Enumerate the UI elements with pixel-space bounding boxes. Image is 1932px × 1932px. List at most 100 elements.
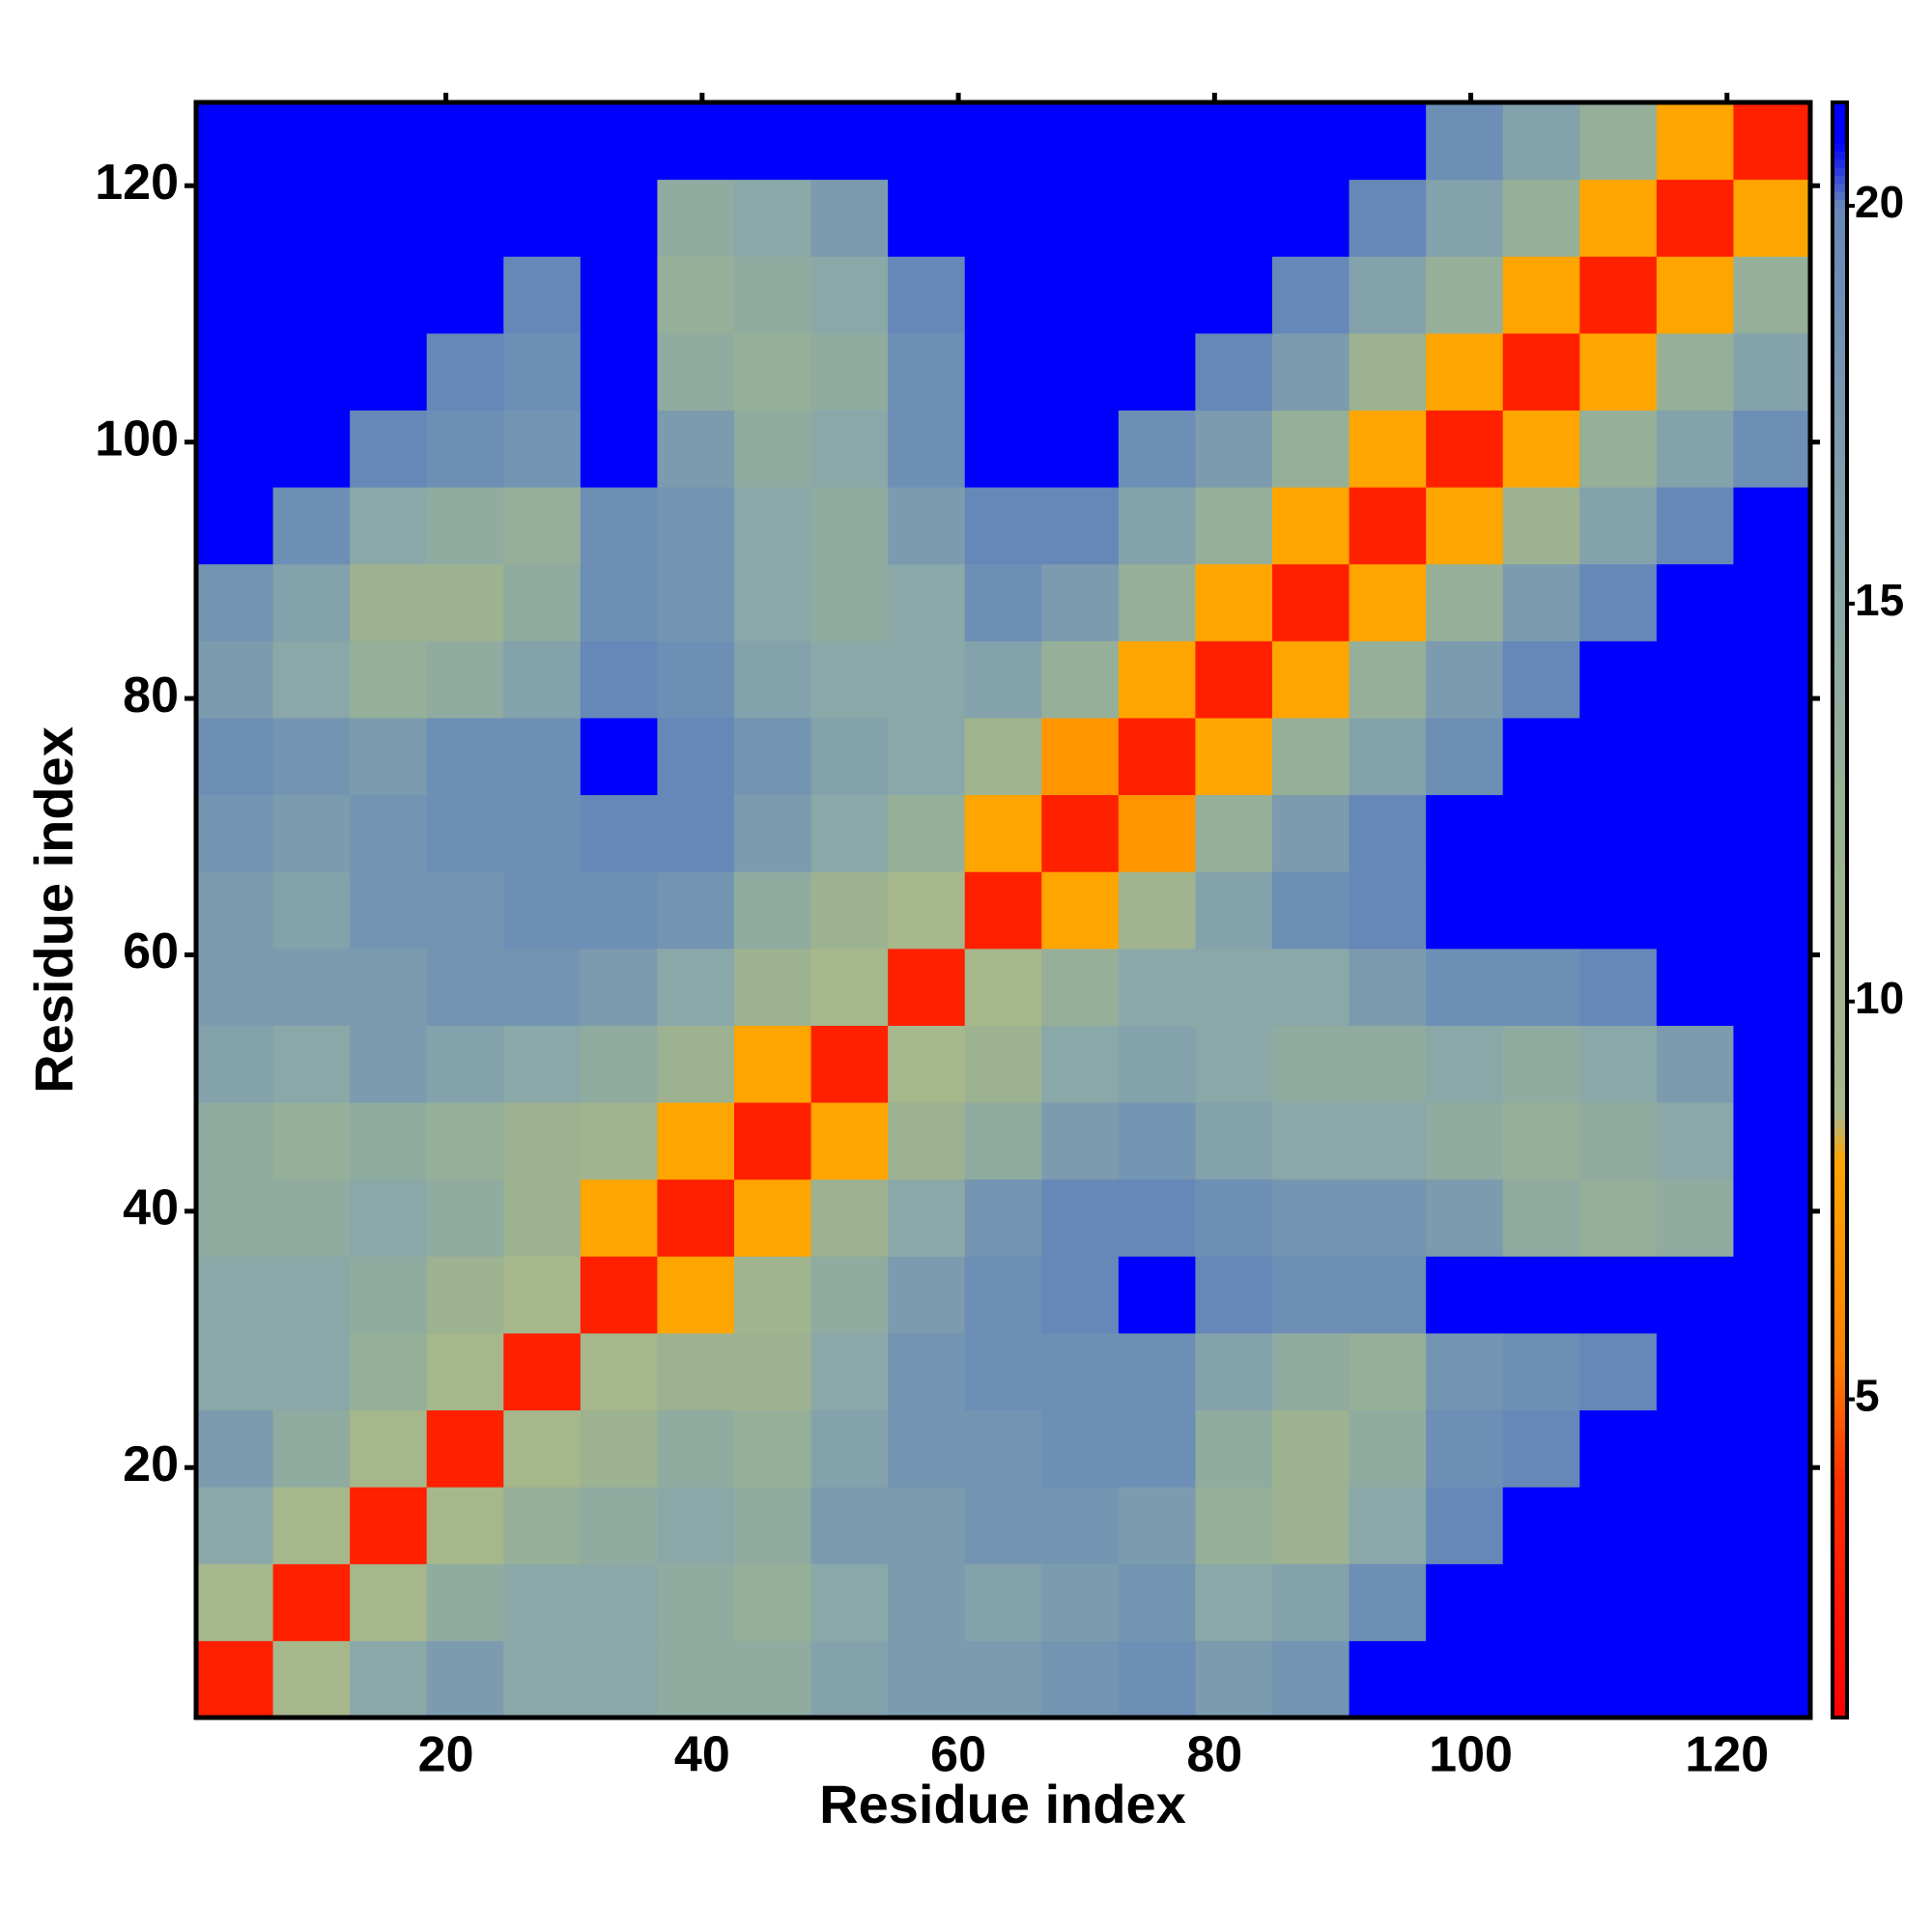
heatmap-cell bbox=[196, 410, 274, 488]
heatmap-cell bbox=[1502, 102, 1580, 181]
heatmap-cell bbox=[580, 871, 658, 950]
colorbar-step bbox=[1833, 1378, 1847, 1387]
colorbar-step bbox=[1833, 328, 1847, 338]
heatmap-cell bbox=[1502, 179, 1580, 257]
heatmap-cell bbox=[657, 1332, 735, 1411]
heatmap-cell bbox=[657, 487, 735, 565]
heatmap-cell bbox=[1041, 1179, 1120, 1257]
colorbar-step bbox=[1833, 190, 1847, 200]
plot-frame bbox=[193, 99, 1813, 1720]
colorbar-step bbox=[1833, 433, 1847, 442]
heatmap-cell bbox=[350, 1102, 428, 1180]
heatmap-cell bbox=[888, 1332, 966, 1411]
colorbar-step bbox=[1833, 497, 1847, 507]
heatmap-cell bbox=[1502, 410, 1580, 488]
heatmap-cell bbox=[888, 1409, 966, 1488]
heatmap-cell bbox=[580, 563, 658, 641]
heatmap-cell bbox=[1579, 948, 1658, 1026]
colorbar-step bbox=[1833, 1435, 1847, 1444]
heatmap-cell bbox=[426, 948, 504, 1026]
heatmap-cell bbox=[1272, 1025, 1350, 1103]
heatmap-cell bbox=[1349, 1487, 1427, 1565]
colorbar-step bbox=[1833, 699, 1847, 709]
heatmap-cell bbox=[810, 1332, 889, 1411]
colorbar-step bbox=[1833, 570, 1847, 580]
heatmap-cell bbox=[426, 332, 504, 411]
heatmap-cell bbox=[1195, 948, 1273, 1026]
colorbar-step bbox=[1833, 1257, 1847, 1266]
colorbar-step bbox=[1833, 1047, 1847, 1057]
heatmap-cell bbox=[1195, 1332, 1273, 1411]
heatmap-cell bbox=[503, 332, 582, 411]
heatmap-cell bbox=[1656, 1179, 1734, 1257]
heatmap-cell bbox=[1195, 179, 1273, 257]
heatmap-cell bbox=[1041, 640, 1120, 719]
heatmap-cell bbox=[196, 640, 274, 719]
colorbar-step bbox=[1833, 449, 1847, 459]
heatmap-cell bbox=[964, 871, 1042, 950]
heatmap-cell bbox=[426, 1025, 504, 1103]
heatmap-cell bbox=[272, 332, 351, 411]
heatmap-cell bbox=[196, 871, 274, 950]
colorbar-step bbox=[1833, 708, 1847, 717]
colorbar-step bbox=[1833, 934, 1847, 944]
heatmap-cell bbox=[1579, 640, 1658, 719]
x-tick-label: 60 bbox=[930, 1727, 986, 1783]
heatmap-cell bbox=[426, 1256, 504, 1334]
colorbar-step bbox=[1833, 538, 1847, 548]
colorbar-step bbox=[1833, 1459, 1847, 1468]
heatmap-cell bbox=[964, 717, 1042, 796]
heatmap-cell bbox=[1195, 1487, 1273, 1565]
heatmap-cell bbox=[426, 1102, 504, 1180]
heatmap-cell bbox=[810, 948, 889, 1026]
colorbar-step bbox=[1833, 304, 1847, 313]
colorbar-step bbox=[1833, 1531, 1847, 1541]
heatmap-cell bbox=[734, 332, 812, 411]
heatmap-cell bbox=[1041, 1640, 1120, 1719]
heatmap-cell bbox=[1733, 1179, 1811, 1257]
heatmap-cell bbox=[888, 1640, 966, 1719]
heatmap-cell bbox=[196, 794, 274, 872]
heatmap-cell bbox=[1118, 1179, 1196, 1257]
heatmap-cell bbox=[657, 410, 735, 488]
heatmap-cell bbox=[734, 948, 812, 1026]
heatmap-cell bbox=[888, 717, 966, 796]
colorbar-step bbox=[1833, 659, 1847, 668]
colorbar-step bbox=[1833, 1321, 1847, 1331]
heatmap-cell bbox=[1349, 717, 1427, 796]
heatmap-cell bbox=[272, 640, 351, 719]
heatmap-cell bbox=[964, 563, 1042, 641]
heatmap-cell bbox=[1656, 717, 1734, 796]
colorbar-step bbox=[1833, 473, 1847, 483]
heatmap-cell bbox=[810, 102, 889, 181]
heatmap-cell bbox=[503, 1487, 582, 1565]
heatmap-cell bbox=[1272, 1102, 1350, 1180]
heatmap-cell bbox=[1426, 948, 1504, 1026]
heatmap-cell bbox=[1502, 1179, 1580, 1257]
colorbar-step bbox=[1833, 457, 1847, 467]
heatmap-cell bbox=[1656, 179, 1734, 257]
heatmap-cell bbox=[1426, 1025, 1504, 1103]
heatmap-cell bbox=[1272, 179, 1350, 257]
heatmap-cell bbox=[734, 563, 812, 641]
x-axis-title: Residue index bbox=[819, 1774, 1186, 1834]
heatmap-cell bbox=[580, 1179, 658, 1257]
colorbar-step bbox=[1833, 441, 1847, 451]
colorbar-step bbox=[1833, 668, 1847, 677]
heatmap-cell bbox=[810, 410, 889, 488]
heatmap-cell bbox=[1041, 487, 1120, 565]
heatmap-cell bbox=[196, 1256, 274, 1334]
heatmap-cell bbox=[272, 1102, 351, 1180]
heatmap-cell bbox=[196, 1102, 274, 1180]
heatmap-cell bbox=[1733, 256, 1811, 334]
heatmap-cell bbox=[1579, 563, 1658, 641]
colorbar-step bbox=[1833, 1281, 1847, 1291]
heatmap-cell bbox=[426, 179, 504, 257]
heatmap-cell bbox=[503, 871, 582, 950]
heatmap-cell bbox=[888, 1563, 966, 1641]
colorbar-step bbox=[1833, 1709, 1847, 1719]
heatmap-cell bbox=[350, 1332, 428, 1411]
colorbar-step bbox=[1833, 1176, 1847, 1185]
colorbar-step bbox=[1833, 1160, 1847, 1170]
